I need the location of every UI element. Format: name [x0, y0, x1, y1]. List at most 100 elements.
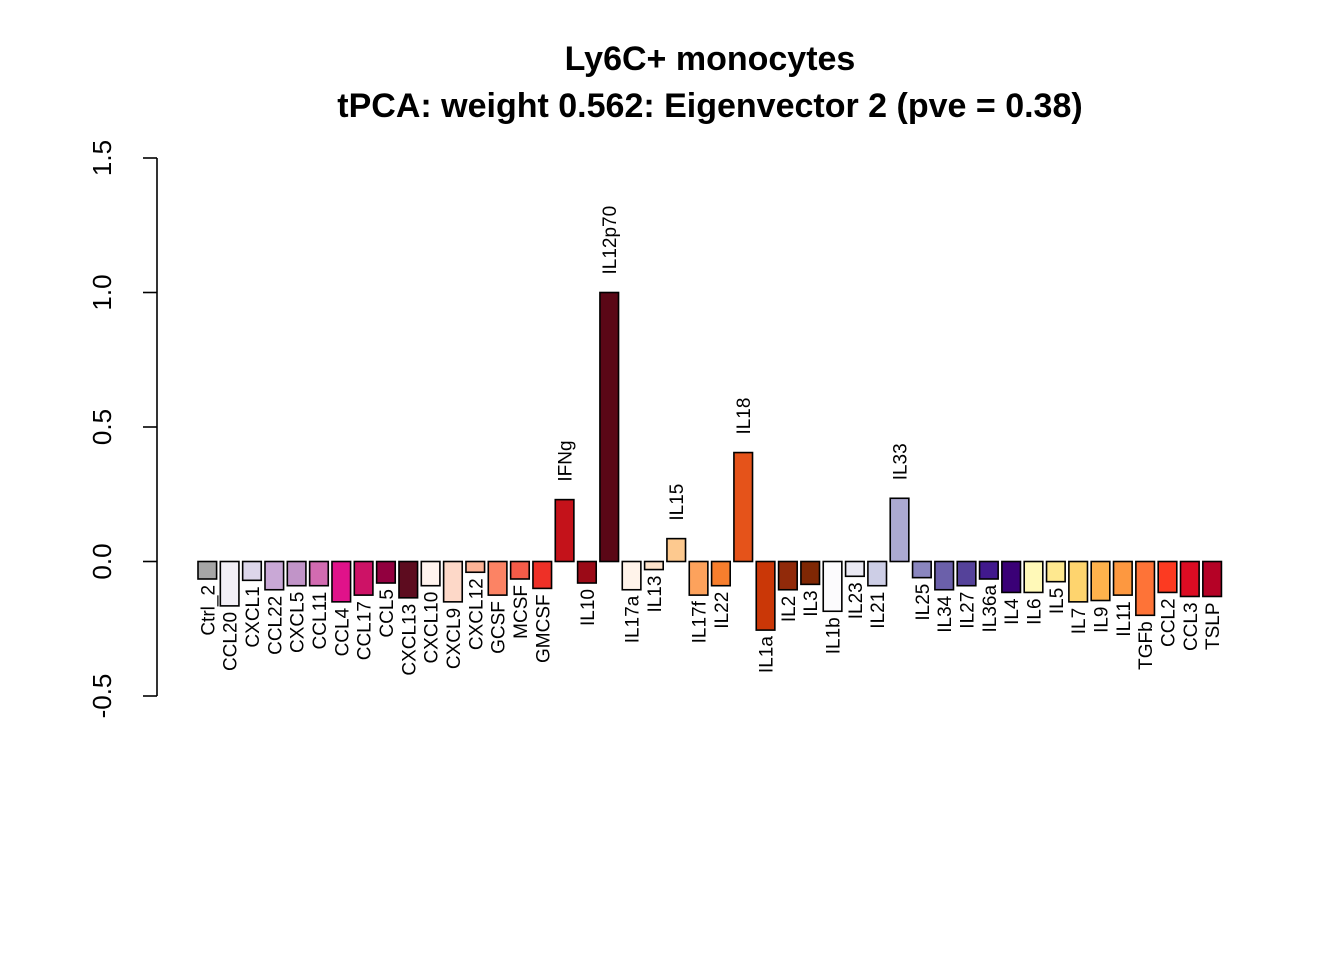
bar	[308, 560, 330, 587]
category-label: CCL4	[332, 607, 353, 656]
category-label: CCL17	[355, 601, 376, 660]
bar	[710, 560, 731, 587]
category-label: IL3	[801, 590, 822, 616]
bar	[1023, 560, 1044, 594]
category-label: Ctrl_2	[198, 585, 219, 636]
category-label: CXCL9	[444, 608, 465, 669]
category-label: CXCL10	[422, 592, 443, 664]
category-label: IL5	[1047, 588, 1068, 614]
bar	[755, 560, 776, 631]
bar	[331, 560, 352, 603]
bar	[1001, 560, 1022, 594]
bar	[1068, 560, 1089, 603]
bar	[442, 560, 464, 603]
category-label: GMCSF	[533, 594, 554, 663]
category-label: IL18	[734, 398, 755, 435]
category-label: GCSF	[489, 601, 510, 654]
bar	[576, 560, 598, 584]
bar	[777, 560, 798, 591]
category-label: IL11	[1114, 601, 1135, 637]
category-label: IL36a	[980, 585, 1001, 633]
y-tick-label: 1.0	[87, 274, 117, 310]
category-label: IL17a	[623, 595, 644, 643]
category-label: IL9	[1092, 607, 1113, 633]
bar	[1179, 560, 1200, 598]
bar	[1157, 560, 1178, 594]
bar	[353, 560, 374, 596]
y-tick-label: 1.5	[87, 140, 117, 176]
bar	[822, 560, 843, 613]
category-label: CXCL5	[288, 592, 309, 653]
category-label: IL1a	[757, 636, 778, 673]
y-tick-label: 0.5	[87, 409, 117, 445]
category-label: IL34	[935, 595, 956, 632]
category-label: IL2	[779, 596, 800, 622]
bar	[398, 560, 419, 599]
category-label: IL15	[667, 484, 688, 521]
bar	[532, 560, 553, 590]
y-tick-label: 0.0	[87, 543, 117, 579]
bar	[1090, 560, 1111, 602]
category-label: MCSF	[511, 585, 532, 639]
category-label: IL13	[645, 576, 666, 613]
category-label: IL7	[1069, 608, 1090, 634]
bar	[844, 560, 865, 578]
category-label: IL22	[712, 592, 733, 629]
y-axis: -0.5 0.0 0.5 1.0 1.5	[87, 140, 158, 719]
bar	[509, 560, 531, 580]
category-label: CCL2	[1158, 598, 1179, 647]
bar	[599, 291, 620, 563]
category-label: CXCL12	[466, 578, 487, 650]
y-tick-label: -0.5	[87, 674, 117, 719]
bar	[465, 560, 486, 574]
bar	[286, 560, 307, 587]
bar	[1202, 560, 1223, 598]
category-label: IL21	[868, 592, 889, 629]
bar	[956, 560, 977, 587]
bar	[911, 560, 932, 579]
category-label: TGFb	[1136, 621, 1157, 670]
category-label: IFNg	[556, 440, 577, 481]
bar	[241, 560, 263, 582]
category-label: IL33	[891, 443, 912, 480]
bar	[197, 560, 218, 580]
category-label: IL17f	[690, 600, 711, 643]
category-label: CCL11	[310, 592, 331, 650]
category-label: CCL5	[377, 589, 398, 638]
category-label: IL23	[846, 582, 867, 619]
category-label: CXCL1	[243, 586, 264, 647]
bar	[688, 560, 709, 596]
category-label: IL25	[913, 584, 934, 621]
bar	[375, 560, 397, 584]
bar	[1112, 560, 1133, 596]
bar	[666, 537, 687, 563]
category-label: CCL22	[265, 596, 286, 655]
category-label: CCL3	[1181, 602, 1202, 651]
category-label: IL27	[958, 592, 979, 629]
bar	[978, 560, 999, 580]
chart-subtitle: tPCA: weight 0.562: Eigenvector 2 (pve =…	[337, 87, 1082, 125]
bar	[554, 498, 575, 563]
bar	[733, 451, 754, 563]
bar	[420, 560, 441, 587]
category-label: IL4	[1002, 598, 1023, 625]
bar	[800, 560, 821, 586]
category-label: TSLP	[1203, 602, 1224, 650]
chart-title: Ly6C+ monocytes	[565, 40, 856, 78]
bars	[197, 291, 1223, 631]
category-label: IL6	[1025, 598, 1046, 624]
category-label: CXCL13	[399, 604, 420, 676]
bar	[889, 497, 910, 563]
category-label: IL1b	[824, 617, 845, 654]
bar	[219, 560, 240, 607]
bar	[621, 560, 642, 591]
bar	[867, 560, 888, 587]
bar	[264, 560, 285, 591]
category-label: CCL20	[221, 612, 242, 671]
bar	[643, 560, 664, 571]
bar	[487, 560, 508, 596]
bar	[1045, 560, 1066, 583]
category-label: IL12p70	[600, 206, 621, 275]
